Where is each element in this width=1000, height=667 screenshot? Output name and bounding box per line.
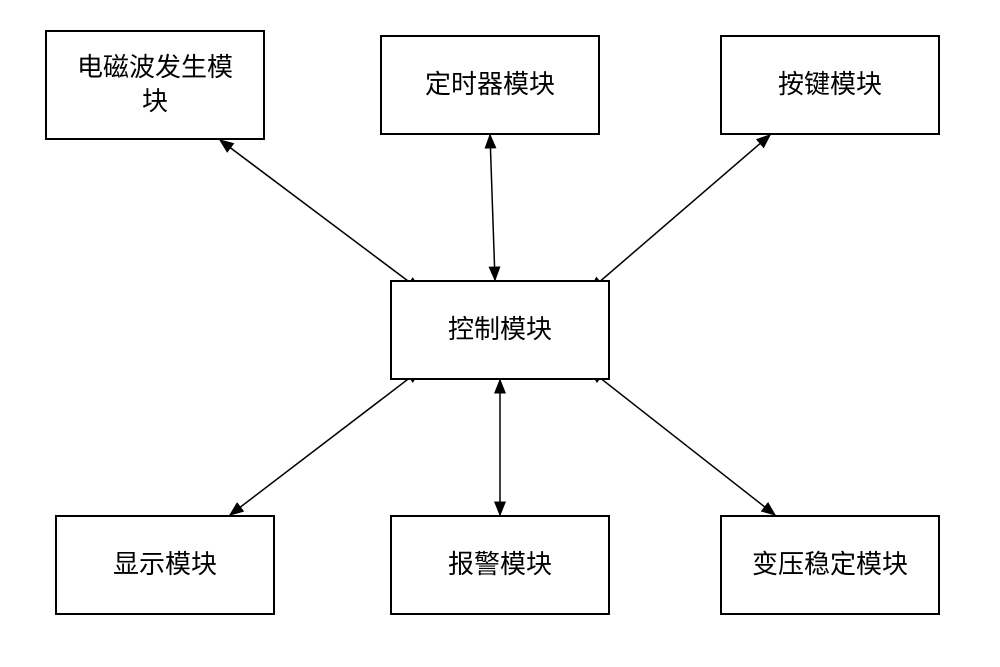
bottom-center-module: 报警模块 xyxy=(390,515,610,615)
diagram-container: 控制模块 电磁波发生模 块 定时器模块 按键模块 显示模块 报警模块 变压稳定模… xyxy=(0,0,1000,667)
top-right-label: 按键模块 xyxy=(778,68,882,102)
center-module: 控制模块 xyxy=(390,280,610,380)
top-center-module: 定时器模块 xyxy=(380,35,600,135)
bottom-right-module: 变压稳定模块 xyxy=(720,515,940,615)
bottom-left-module: 显示模块 xyxy=(55,515,275,615)
center-label: 控制模块 xyxy=(448,313,552,347)
top-left-module: 电磁波发生模 块 xyxy=(45,30,265,140)
bottom-right-label: 变压稳定模块 xyxy=(752,548,908,582)
top-center-label: 定时器模块 xyxy=(425,68,555,102)
bottom-center-label: 报警模块 xyxy=(448,548,552,582)
bottom-left-label: 显示模块 xyxy=(113,548,217,582)
top-left-label: 电磁波发生模 块 xyxy=(77,51,233,119)
top-right-module: 按键模块 xyxy=(720,35,940,135)
